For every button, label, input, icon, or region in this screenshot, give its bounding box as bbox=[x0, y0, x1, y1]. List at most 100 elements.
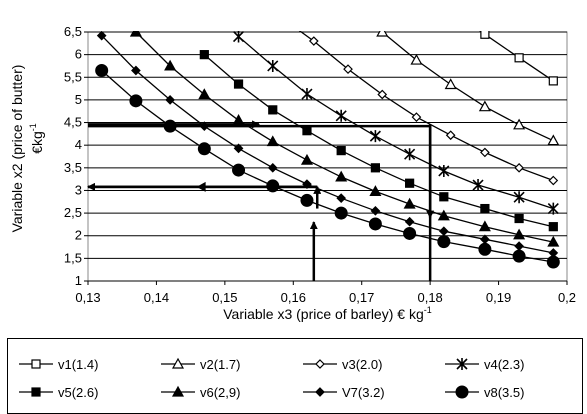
y-tick-label: 3,5 bbox=[64, 160, 82, 175]
legend-label: v8(3.5) bbox=[484, 384, 525, 400]
data-point bbox=[411, 112, 422, 122]
data-point bbox=[232, 163, 246, 177]
data-point bbox=[308, 36, 319, 46]
x-tick-label: 0,18 bbox=[417, 290, 442, 305]
data-point bbox=[368, 217, 382, 231]
data-point bbox=[403, 226, 417, 240]
series-6 bbox=[129, 31, 560, 247]
data-point bbox=[369, 185, 382, 196]
data-point bbox=[334, 206, 348, 220]
data-point bbox=[335, 170, 348, 182]
data-point bbox=[266, 135, 279, 147]
data-point bbox=[513, 118, 526, 130]
legend-swatch bbox=[19, 387, 53, 397]
legend-label: v3(2.0) bbox=[342, 356, 383, 372]
data-point bbox=[444, 78, 457, 90]
series-1 bbox=[447, 5, 558, 86]
x-tick-label: 0,14 bbox=[144, 290, 169, 305]
y-tick-label: 3 bbox=[75, 182, 82, 197]
data-point bbox=[447, 5, 455, 13]
y-tick-label: 4 bbox=[75, 137, 82, 152]
series-4 bbox=[232, 31, 559, 215]
chart-legend: v1(1.4) v2(1.7) v3(2.0) v4(2.3) v5(2.6) v6(2,… bbox=[7, 338, 583, 414]
data-point bbox=[480, 147, 490, 158]
data-point bbox=[370, 163, 380, 173]
y-tick-label: 2 bbox=[75, 228, 82, 243]
series-line bbox=[101, 70, 554, 263]
data-point bbox=[336, 146, 346, 156]
data-point bbox=[267, 162, 278, 173]
y-axis-unit: €kg-1 bbox=[28, 123, 45, 154]
x-tick-label: 0,2 bbox=[558, 290, 576, 305]
data-point bbox=[478, 220, 491, 232]
legend-swatch-marker bbox=[171, 357, 185, 369]
x-axis-title: Variable x3 (price of barley) € kg-1 bbox=[223, 305, 432, 322]
data-point bbox=[472, 179, 484, 192]
data-point bbox=[547, 235, 560, 247]
data-point bbox=[480, 203, 490, 214]
legend-swatch-marker bbox=[171, 385, 185, 397]
data-point bbox=[370, 205, 381, 216]
data-point bbox=[514, 213, 524, 224]
x-tick-label: 0,16 bbox=[281, 290, 306, 305]
data-point bbox=[513, 191, 525, 204]
data-point bbox=[404, 148, 416, 161]
data-point bbox=[546, 255, 560, 269]
data-point bbox=[548, 76, 558, 86]
data-point bbox=[514, 53, 524, 63]
data-point bbox=[302, 126, 312, 136]
legend-swatch bbox=[445, 358, 479, 370]
legend-label: v6(2,9) bbox=[200, 384, 241, 400]
y-tick-label: 6 bbox=[75, 47, 82, 62]
series-5 bbox=[199, 50, 558, 232]
series-8 bbox=[95, 63, 560, 269]
data-point bbox=[478, 242, 492, 256]
y-tick-label: 6,5 bbox=[64, 24, 82, 39]
data-point bbox=[300, 193, 314, 207]
data-point bbox=[336, 193, 347, 203]
data-point bbox=[478, 100, 491, 112]
legend-item: v3(2.0) bbox=[302, 354, 382, 374]
series-line bbox=[101, 35, 554, 254]
data-point bbox=[131, 65, 141, 76]
legend-item: v4(2.3) bbox=[444, 354, 524, 374]
legend-swatch bbox=[161, 385, 195, 397]
data-point bbox=[547, 202, 559, 215]
series-line bbox=[238, 36, 554, 210]
data-point bbox=[403, 197, 416, 209]
y-tick-label: 1 bbox=[75, 273, 82, 288]
data-point bbox=[129, 31, 142, 37]
y-axis-title: Variable x2 (price of butter) bbox=[9, 65, 25, 233]
series-line bbox=[479, 31, 554, 82]
legend-label: V7(3.2) bbox=[342, 384, 385, 400]
legend-label: v4(2.3) bbox=[484, 356, 525, 372]
data-point bbox=[514, 162, 524, 173]
data-point bbox=[410, 53, 423, 65]
series-2 bbox=[376, 31, 560, 146]
data-point bbox=[198, 88, 211, 100]
data-point bbox=[377, 89, 388, 100]
legend-label: v1(1.4) bbox=[58, 356, 99, 372]
legend-swatch-marker bbox=[315, 359, 325, 369]
legend-swatch bbox=[19, 359, 53, 369]
legend-item: v6(2,9) bbox=[160, 382, 240, 402]
data-point bbox=[437, 235, 451, 249]
data-point bbox=[548, 175, 559, 186]
legend-swatch bbox=[161, 357, 195, 369]
legend-swatch bbox=[303, 387, 337, 397]
data-point bbox=[547, 134, 560, 146]
series-group bbox=[95, 5, 560, 269]
data-point bbox=[335, 109, 347, 122]
series-3 bbox=[298, 31, 559, 186]
legend-swatch-marker bbox=[315, 387, 325, 397]
legend-item: v1(1.4) bbox=[18, 354, 98, 374]
y-tick-label: 5 bbox=[75, 92, 82, 107]
legend-swatch-marker bbox=[31, 387, 41, 397]
legend-swatch-marker bbox=[455, 385, 469, 399]
data-point bbox=[548, 222, 558, 232]
data-point bbox=[438, 164, 450, 177]
data-point bbox=[165, 95, 175, 105]
x-tick-label: 0,17 bbox=[349, 290, 374, 305]
data-point bbox=[197, 142, 211, 156]
